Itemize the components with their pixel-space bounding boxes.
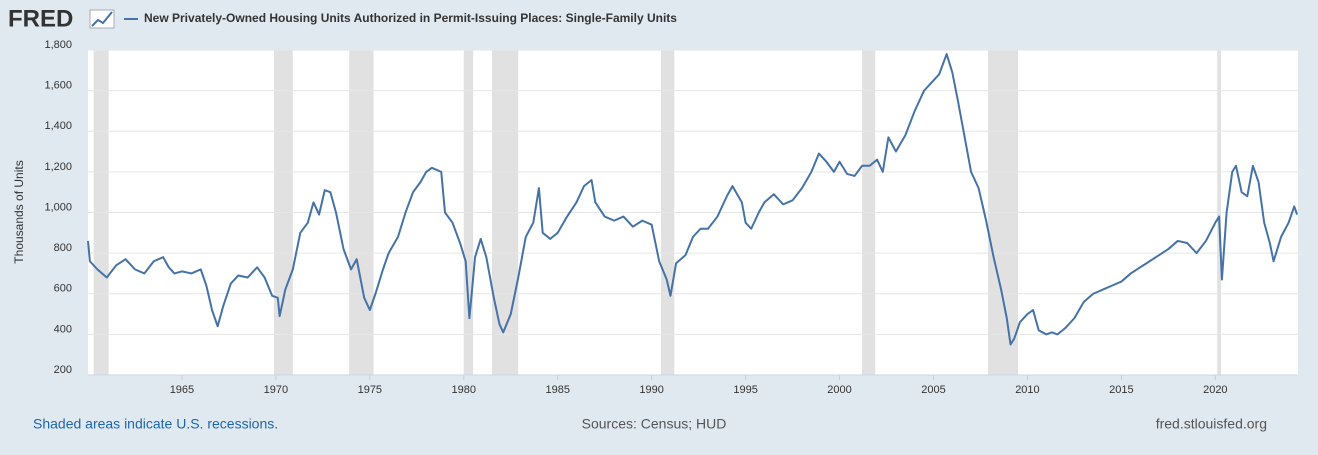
- x-tick-label: 1965: [170, 384, 194, 396]
- footer-sources: Sources: Census; HUD: [582, 416, 727, 432]
- y-tick-label: 800: [54, 242, 72, 254]
- y-tick-label: 200: [54, 364, 72, 376]
- y-tick-label: 1,200: [44, 161, 72, 173]
- series-line: [87, 53, 1299, 346]
- footer-note: Shaded areas indicate U.S. recessions.: [33, 416, 278, 432]
- y-tick-label: 1,400: [44, 120, 72, 132]
- x-tick-label: 2015: [1109, 384, 1133, 396]
- x-tick-label: 1980: [452, 384, 476, 396]
- x-tick-label: 1985: [545, 384, 569, 396]
- x-tick-label: 2000: [827, 384, 851, 396]
- y-tick-label: 1,800: [44, 39, 72, 51]
- y-axis-title: Thousands of Units: [12, 160, 26, 263]
- x-tick-label: 2005: [921, 384, 945, 396]
- y-tick-label: 400: [54, 323, 72, 335]
- x-tick-label: 2010: [1015, 384, 1039, 396]
- y-tick-label: 600: [54, 283, 72, 295]
- logo: FRED: [8, 5, 73, 32]
- legend-label: New Privately-Owned Housing Units Author…: [144, 11, 677, 25]
- x-tick-label: 1995: [733, 384, 757, 396]
- y-tick-label: 1,000: [44, 201, 72, 213]
- logo-icon: [89, 9, 115, 29]
- x-tick-label: 1990: [639, 384, 663, 396]
- y-tick-label: 1,600: [44, 80, 72, 92]
- x-tick-label: 1970: [264, 384, 288, 396]
- x-tick-label: 1975: [358, 384, 382, 396]
- x-tick-label: 2020: [1203, 384, 1227, 396]
- footer-url: fred.stlouisfed.org: [1156, 416, 1267, 432]
